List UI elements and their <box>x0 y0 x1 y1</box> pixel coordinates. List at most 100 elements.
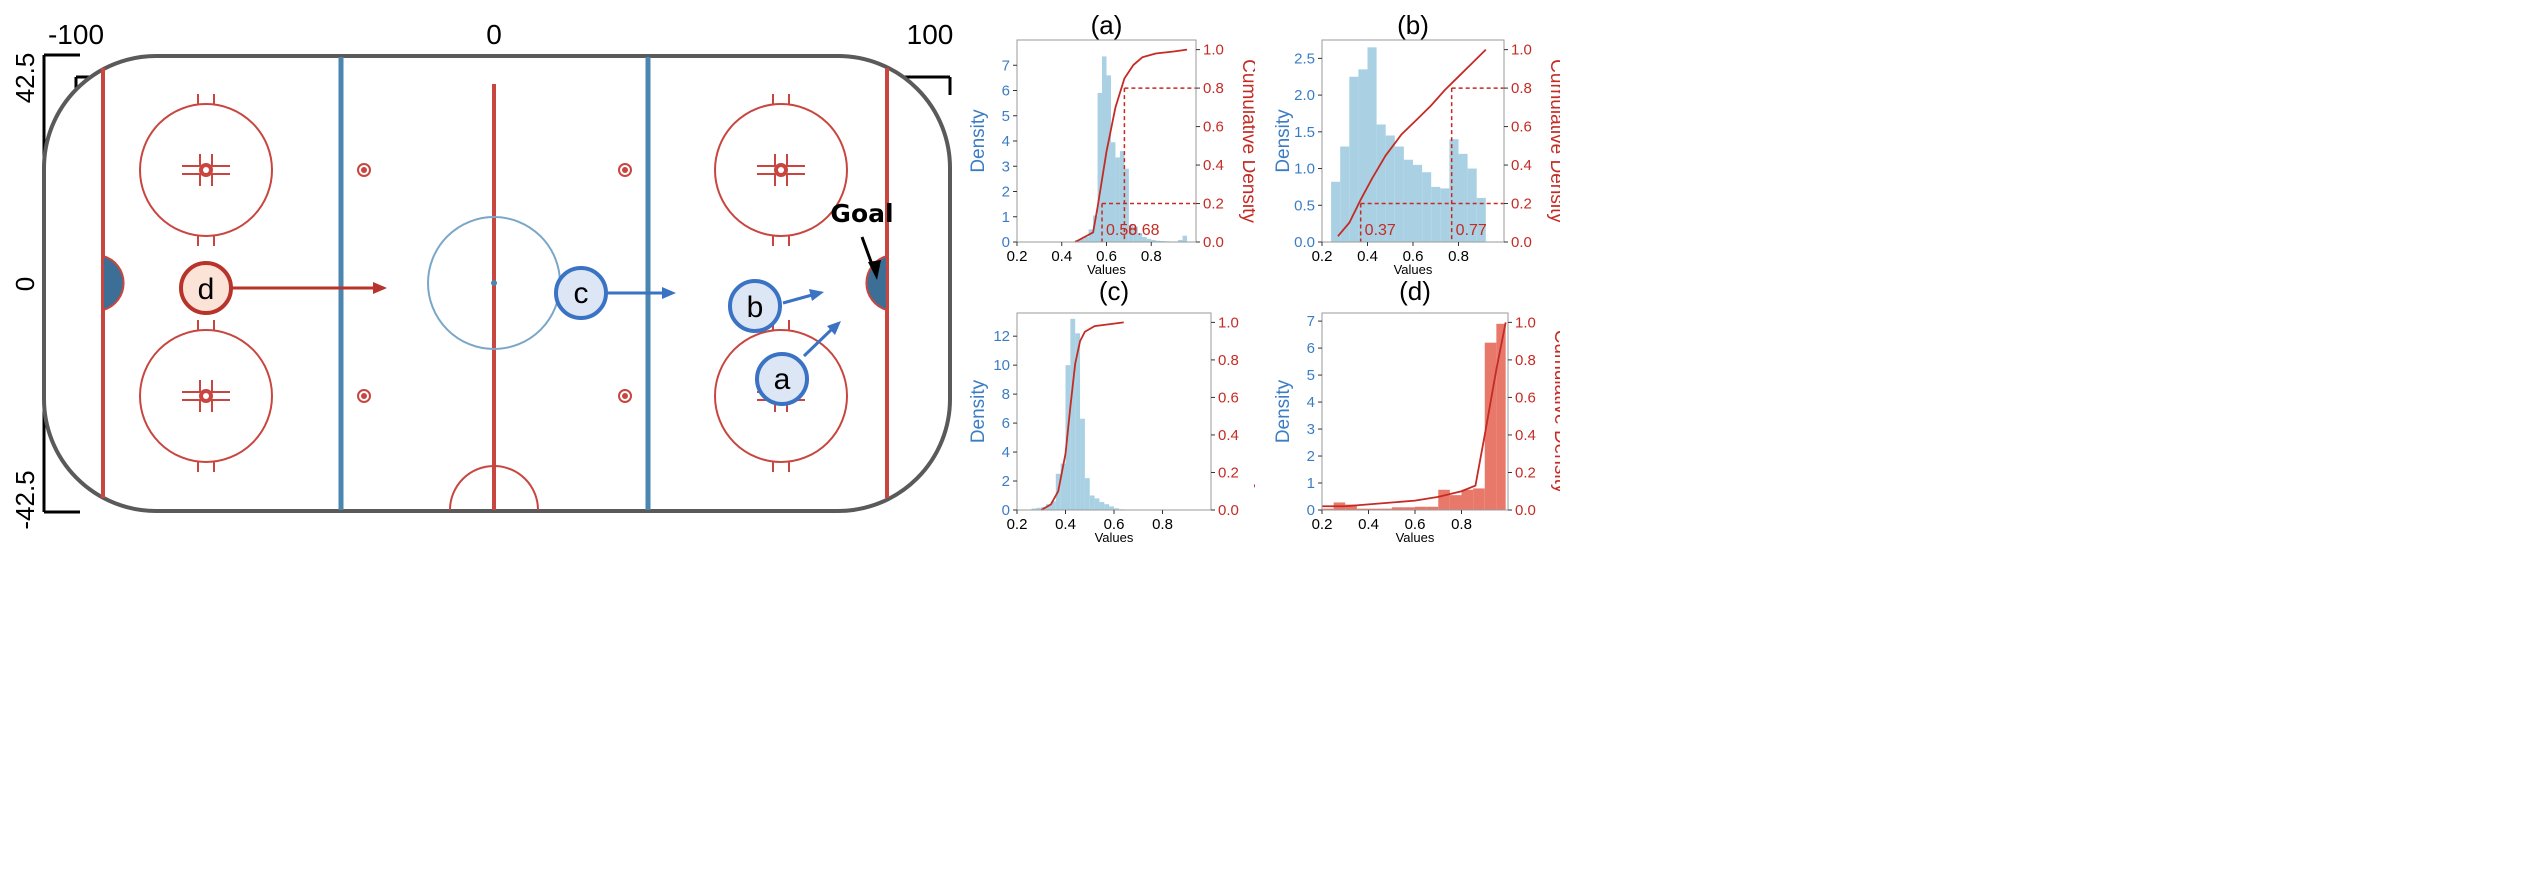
histogram-bar <box>1102 56 1107 242</box>
rink-x-tick-label: 100 <box>907 19 954 50</box>
y2-tick-label: 0.4 <box>1218 427 1239 444</box>
histogram-bar <box>1119 151 1125 242</box>
player-a: a <box>755 352 809 406</box>
y2-axis-ticks: 0.0 0.2 0.4 0.6 0.8 1.0 <box>1504 42 1532 251</box>
player-a-arrow <box>802 327 834 358</box>
player-arrows <box>232 282 841 358</box>
y-tick-label: 2.0 <box>1294 87 1315 104</box>
y2-tick-label: 1.0 <box>1515 314 1536 331</box>
histogram-bar <box>1031 508 1037 510</box>
histogram-bar <box>1461 489 1474 510</box>
histogram-bar <box>1109 506 1114 510</box>
histogram-bar <box>1178 239 1183 242</box>
histogram-bar <box>1115 157 1120 242</box>
y-tick-label: 4 <box>1002 133 1010 150</box>
histogram-bar <box>1160 240 1165 242</box>
player-b-arrow <box>782 293 813 305</box>
histogram-bar <box>1440 188 1450 242</box>
histogram-bar <box>1431 186 1441 242</box>
x-tick-label: 0.2 <box>1312 516 1333 533</box>
y-tick-label: 1.0 <box>1294 161 1315 178</box>
faceoff-l-marking <box>182 173 201 186</box>
y2-tick-label: 0.4 <box>1203 157 1224 174</box>
x-axis-label: Values <box>1394 262 1433 277</box>
y2-tick-label: 0.0 <box>1515 502 1536 519</box>
plot-frame <box>1321 312 1509 511</box>
plot-frame <box>1016 312 1212 511</box>
histogram-bar <box>1060 463 1066 510</box>
y-axis-ticks: 0 1 2 3 4 5 6 7 <box>1002 57 1017 251</box>
zone-faceoff-circle <box>139 329 273 463</box>
y-axis-ticks: 0 1 2 3 4 5 6 7 <box>1307 313 1322 519</box>
histogram-bar <box>1367 47 1377 242</box>
faceoff-l-marking <box>211 154 230 167</box>
x-tick-label: 0.2 <box>1007 248 1028 265</box>
rink-x-tick-label: -100 <box>48 19 104 50</box>
histogram-bar <box>1458 153 1468 242</box>
x-axis-ticks: 0.2 0.4 0.6 0.8 <box>1312 242 1469 265</box>
histogram-bar <box>1426 506 1439 510</box>
y-tick-label: 6 <box>1002 83 1010 100</box>
x-axis-label: Values <box>1095 530 1134 544</box>
y2-tick-label: 0.8 <box>1203 80 1224 97</box>
histogram-bar <box>1079 238 1085 242</box>
histogram-bar <box>1415 506 1427 510</box>
y-tick-label: 0.0 <box>1294 234 1315 251</box>
player-c-label: c <box>574 277 589 310</box>
histogram-bar <box>1133 226 1138 242</box>
histogram-bar <box>1484 342 1497 510</box>
y-tick-label: 0 <box>1307 502 1315 519</box>
player-b: b <box>728 279 782 333</box>
y-tick-label: 2 <box>1002 473 1010 490</box>
y-tick-label: 0 <box>1002 502 1010 519</box>
y-tick-label: 0 <box>1002 234 1010 251</box>
right-goal-crease <box>865 254 888 312</box>
y2-tick-label: 0.8 <box>1511 80 1532 97</box>
faceoff-l-marking <box>182 380 201 393</box>
y2-tick-label: 0.2 <box>1203 196 1224 213</box>
histogram-bar <box>1080 418 1085 510</box>
y-tick-label: 2 <box>1002 184 1010 201</box>
percentile-label: 0.58 <box>1106 222 1137 239</box>
histogram-bar <box>1142 236 1147 242</box>
y-tick-label: 5 <box>1002 108 1010 125</box>
zone-faceoff-dot-center <box>778 167 784 173</box>
y-axis-ticks: 0 2 4 6 8 10 12 <box>993 328 1017 519</box>
histogram-bars <box>1322 323 1506 510</box>
player-d-arrow-head <box>373 282 387 294</box>
histogram-bar <box>1394 146 1404 242</box>
histogram-bar <box>1340 146 1350 242</box>
y-tick-label: 3 <box>1307 421 1315 438</box>
histogram-panel-b: (b) 0.37 0.77 0.2 0.4 0.6 0.8 Values 0.0 0.5 1.0 1.… <box>1273 10 1560 277</box>
y-tick-label: 3 <box>1002 158 1010 175</box>
y2-axis-ticks: 0.0 0.2 0.4 0.6 0.8 1.0 <box>1196 42 1224 251</box>
neutral-zone-dots <box>357 163 632 403</box>
player-b-marker <box>728 279 782 333</box>
y-tick-label: 7 <box>1307 313 1315 330</box>
y2-axis-label: Cumulative Density <box>1550 330 1560 494</box>
y-axis-label: Density <box>968 109 989 173</box>
histogram-bar <box>1124 168 1129 242</box>
y2-tick-label: 0.4 <box>1511 157 1532 174</box>
histogram-bar <box>1097 93 1103 243</box>
x-axis-ticks: 0.2 0.4 0.6 0.8 <box>1007 242 1162 265</box>
y-tick-label: 1 <box>1307 475 1315 492</box>
panel-title: (b) <box>1397 10 1429 40</box>
histogram-bar <box>1449 139 1459 242</box>
histogram-bar <box>1473 488 1485 510</box>
zone-faceoff-circle <box>714 103 848 237</box>
left-goal-crease <box>102 254 125 312</box>
x-tick-label: 0.6 <box>1096 248 1117 265</box>
y-axis-label: Density <box>1273 379 1294 443</box>
percentile-reference-lines: 0.37 0.77 <box>1359 87 1504 242</box>
y2-tick-label: 0.0 <box>1203 234 1224 251</box>
histogram-bar <box>1084 236 1089 242</box>
histogram-bar <box>1151 239 1156 242</box>
x-tick-label: 0.4 <box>1358 516 1379 533</box>
rink-y-tick-label: -42.5 <box>10 470 40 529</box>
histogram-bar <box>1155 240 1161 242</box>
y2-axis-label: Cumulative Density <box>1546 59 1560 223</box>
histogram-bar <box>1380 508 1392 510</box>
x-tick-label: 0.8 <box>1141 248 1162 265</box>
player-d-label: d <box>198 273 215 306</box>
